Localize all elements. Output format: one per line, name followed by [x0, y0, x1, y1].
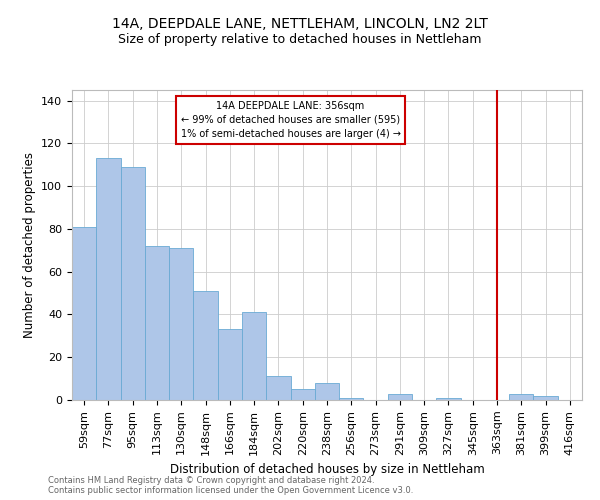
Text: Contains public sector information licensed under the Open Government Licence v3: Contains public sector information licen…: [48, 486, 413, 495]
Bar: [72, 227, 96, 400]
Bar: [266, 376, 290, 400]
Bar: [533, 396, 558, 400]
Bar: [145, 246, 169, 400]
Bar: [121, 167, 145, 400]
Text: Size of property relative to detached houses in Nettleham: Size of property relative to detached ho…: [118, 32, 482, 46]
Bar: [339, 398, 364, 400]
Text: 14A, DEEPDALE LANE, NETTLEHAM, LINCOLN, LN2 2LT: 14A, DEEPDALE LANE, NETTLEHAM, LINCOLN, …: [112, 18, 488, 32]
Y-axis label: Number of detached properties: Number of detached properties: [23, 152, 35, 338]
Bar: [242, 312, 266, 400]
Text: Contains HM Land Registry data © Crown copyright and database right 2024.: Contains HM Land Registry data © Crown c…: [48, 476, 374, 485]
Bar: [193, 291, 218, 400]
Bar: [388, 394, 412, 400]
Bar: [218, 330, 242, 400]
Text: 14A DEEPDALE LANE: 356sqm
← 99% of detached houses are smaller (595)
1% of semi-: 14A DEEPDALE LANE: 356sqm ← 99% of detac…: [181, 101, 401, 139]
Bar: [169, 248, 193, 400]
Bar: [290, 390, 315, 400]
Bar: [509, 394, 533, 400]
Bar: [436, 398, 461, 400]
X-axis label: Distribution of detached houses by size in Nettleham: Distribution of detached houses by size …: [170, 463, 484, 476]
Bar: [315, 383, 339, 400]
Bar: [96, 158, 121, 400]
